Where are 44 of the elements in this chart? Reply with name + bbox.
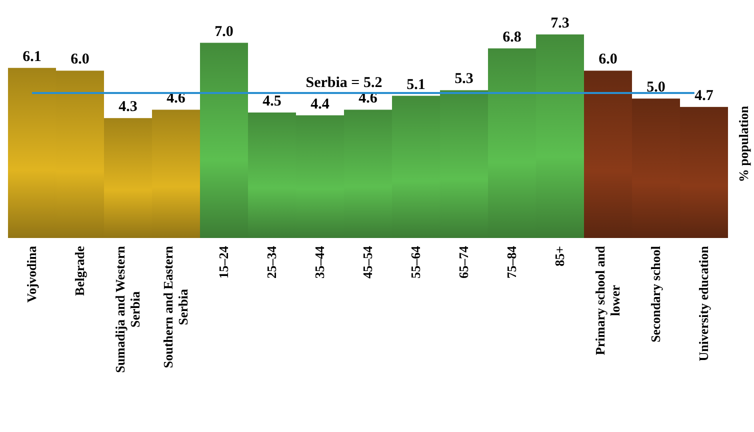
x-tick-label: Primary school and lower xyxy=(592,245,622,356)
data-label: 4.5 xyxy=(262,94,282,110)
bar xyxy=(56,70,104,238)
x-tick-label: 35–44 xyxy=(312,246,327,278)
x-tick-label: 55–64 xyxy=(408,246,423,278)
bar xyxy=(344,110,392,238)
x-tick-label: 45–54 xyxy=(360,246,375,278)
bar xyxy=(632,98,680,238)
data-label: 7.3 xyxy=(550,15,570,32)
ref-line-label: Serbia = 5.2 xyxy=(306,74,382,91)
bar xyxy=(488,48,536,238)
data-label: 4.3 xyxy=(118,99,138,116)
x-tick-label: 85+ xyxy=(552,246,567,266)
bar xyxy=(440,90,488,238)
x-tick-label: Southern and Eastern Serbia xyxy=(160,245,190,368)
bar xyxy=(584,70,632,238)
bar xyxy=(104,118,152,238)
x-tick-label: 65–74 xyxy=(456,246,471,278)
data-label: 5.0 xyxy=(646,80,666,96)
data-label: 6.0 xyxy=(598,52,618,68)
data-label: 4.4 xyxy=(310,96,330,112)
bar xyxy=(248,112,296,238)
y-axis-title: % population xyxy=(736,105,751,182)
bar xyxy=(8,68,56,238)
x-tick-label: 15–24 xyxy=(216,246,231,278)
x-tick-label: University education xyxy=(696,245,711,362)
bar xyxy=(200,42,248,238)
bar xyxy=(152,110,200,238)
data-label: 7.0 xyxy=(214,24,234,40)
x-tick-label: Belgrade xyxy=(72,246,87,296)
data-label: 4.7 xyxy=(694,88,714,104)
bar xyxy=(392,96,440,238)
bar xyxy=(536,34,584,238)
x-tick-label: 75–84 xyxy=(504,246,519,278)
data-label: 5.1 xyxy=(406,76,426,93)
x-tick-label: Sumadija and Western Serbia xyxy=(112,245,142,373)
x-tick-label: Secondary school xyxy=(648,246,663,342)
data-label: 6.8 xyxy=(502,29,522,46)
data-label: 5.3 xyxy=(454,71,474,88)
data-label: 6.1 xyxy=(22,48,42,65)
data-label: 6.0 xyxy=(70,52,90,68)
x-tick-label: 25–34 xyxy=(264,246,279,278)
bar xyxy=(680,106,728,238)
x-tick-label: Vojvodina xyxy=(24,246,39,303)
